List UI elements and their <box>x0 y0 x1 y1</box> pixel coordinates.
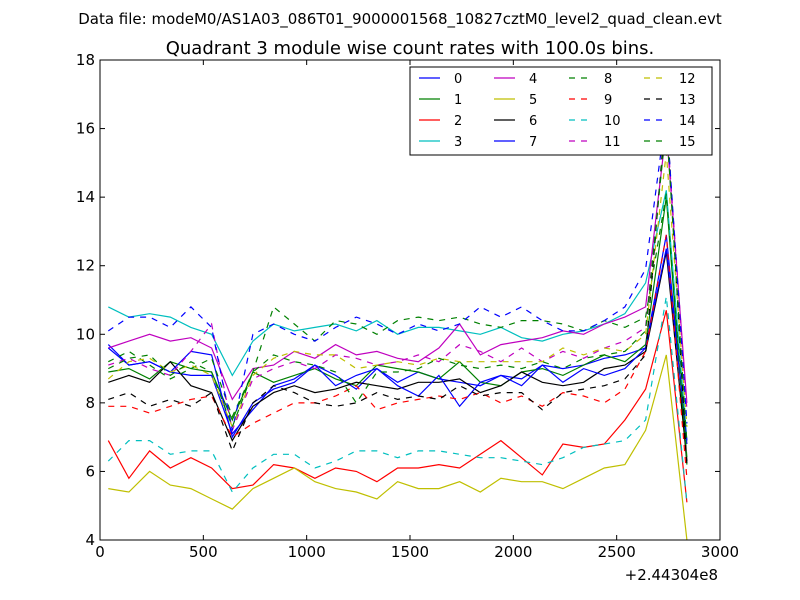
series-line-2 <box>107 310 688 503</box>
series-layer <box>107 104 688 540</box>
series-line-11 <box>108 118 688 433</box>
x-tick-label: 3000 <box>701 543 739 561</box>
x-tick-label: 500 <box>189 543 218 561</box>
legend-label: 3 <box>454 135 462 150</box>
series-line-10 <box>107 296 688 503</box>
legend-label: 9 <box>604 93 612 108</box>
series-line-13 <box>108 104 688 465</box>
series-line-5 <box>108 354 688 540</box>
x-tick-label: 1500 <box>391 543 429 561</box>
y-tick-label: 12 <box>76 257 95 275</box>
legend-label: 0 <box>454 72 462 87</box>
legend-label: 7 <box>529 135 537 150</box>
legend-label: 13 <box>679 93 696 108</box>
series-line-15 <box>108 121 688 445</box>
x-tick-label: 2500 <box>598 543 636 561</box>
y-tick-label: 6 <box>85 462 95 480</box>
legend-label: 15 <box>679 135 696 150</box>
series-line-7 <box>107 248 688 441</box>
chart-title: Quadrant 3 module wise count rates with … <box>166 38 655 59</box>
legend-label: 10 <box>604 114 621 129</box>
data-file-label: Data file: modeM0/AS1A03_086T01_90000015… <box>78 10 722 29</box>
legend-label: 11 <box>604 135 621 150</box>
legend-label: 12 <box>679 72 696 87</box>
series-line-8 <box>108 193 688 458</box>
y-tick-label: 8 <box>85 394 95 412</box>
series-line-0 <box>107 234 688 445</box>
legend-label: 5 <box>529 93 537 108</box>
y-tick-label: 14 <box>76 188 95 206</box>
series-line-6 <box>108 251 688 462</box>
x-tick-label: 0 <box>95 543 105 561</box>
legend-label: 1 <box>454 93 462 108</box>
legend-label: 14 <box>679 114 696 129</box>
legend-label: 8 <box>604 72 612 87</box>
y-tick-label: 10 <box>76 325 95 343</box>
legend-label: 6 <box>529 114 537 129</box>
legend-box <box>409 66 713 156</box>
series-line-12 <box>107 152 688 429</box>
series-line-1 <box>108 197 688 465</box>
x-tick-label: 1000 <box>288 543 326 561</box>
x-offset-label: +2.44304e8 <box>625 566 718 584</box>
series-line-9 <box>108 234 688 479</box>
legend-label: 2 <box>454 114 462 129</box>
y-tick-label: 18 <box>76 51 95 69</box>
y-tick-label: 4 <box>85 531 95 549</box>
y-tick-label: 16 <box>76 120 95 138</box>
series-line-3 <box>108 190 688 441</box>
series-line-4 <box>108 128 688 403</box>
x-tick-label: 2000 <box>494 543 532 561</box>
legend-label: 4 <box>529 72 537 87</box>
